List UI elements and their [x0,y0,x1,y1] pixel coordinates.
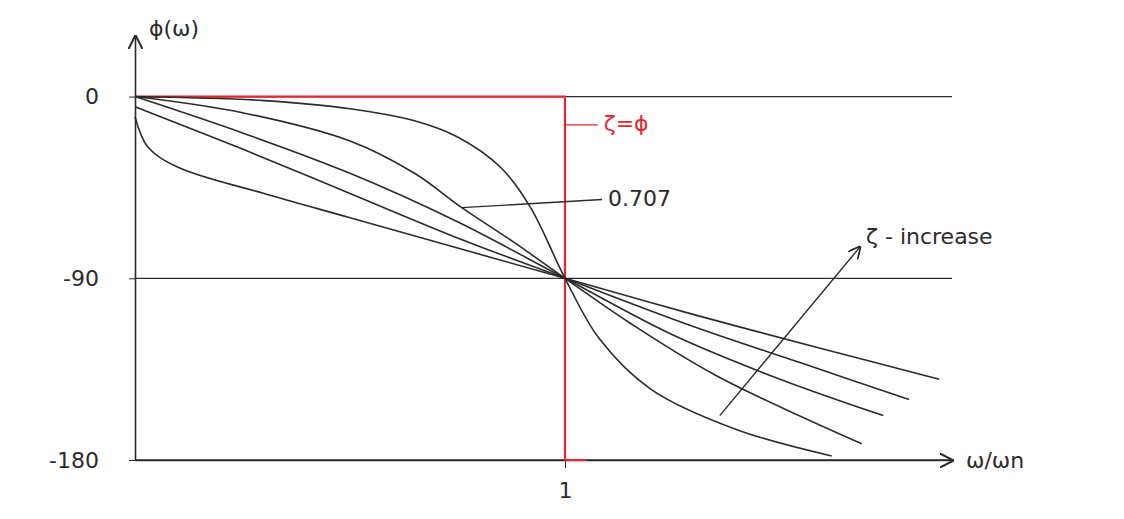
tick-label: -90 [63,266,99,291]
tick: -180 [49,448,135,473]
grid [135,97,952,460]
annotation: 0.707 [608,186,671,211]
annotation: ζ=ϕ [604,111,649,136]
y-axis-title: ϕ(ω) [149,16,199,41]
grid-line [135,459,952,460]
axis-line [135,37,137,461]
x-axis-title: ω/ωn [966,448,1024,473]
tick-mark [565,460,566,468]
tick-label: 0 [85,84,99,109]
leader-line [565,124,598,125]
curve [135,97,587,460]
curve [135,97,862,444]
plot-area [135,97,939,460]
chart: -180 -90 0 1 ω/ωn ϕ(ω) ζ=ϕ 0.707 ζ - increase [0,0,1124,519]
curve [135,97,832,456]
tick-mark [129,97,135,98]
curve [135,107,909,400]
curve [135,97,883,416]
y-axis: -180 -90 0 [49,37,135,473]
leader-line [462,200,602,208]
tick: 1 [559,460,573,503]
tick: 0 [85,84,135,109]
x-axis: 1 [136,460,953,503]
tick: -90 [63,266,135,291]
tick-mark [129,278,135,279]
annotation: ζ - increase [866,224,993,249]
curve [135,117,939,379]
axis-line [136,460,953,462]
tick-label: 1 [559,478,573,503]
grid-line [135,278,952,279]
tick-label: -180 [49,448,99,473]
leader-line [720,247,860,416]
tick-mark [129,460,135,461]
annotations: ζ=ϕ 0.707 ζ - increase [462,111,993,416]
